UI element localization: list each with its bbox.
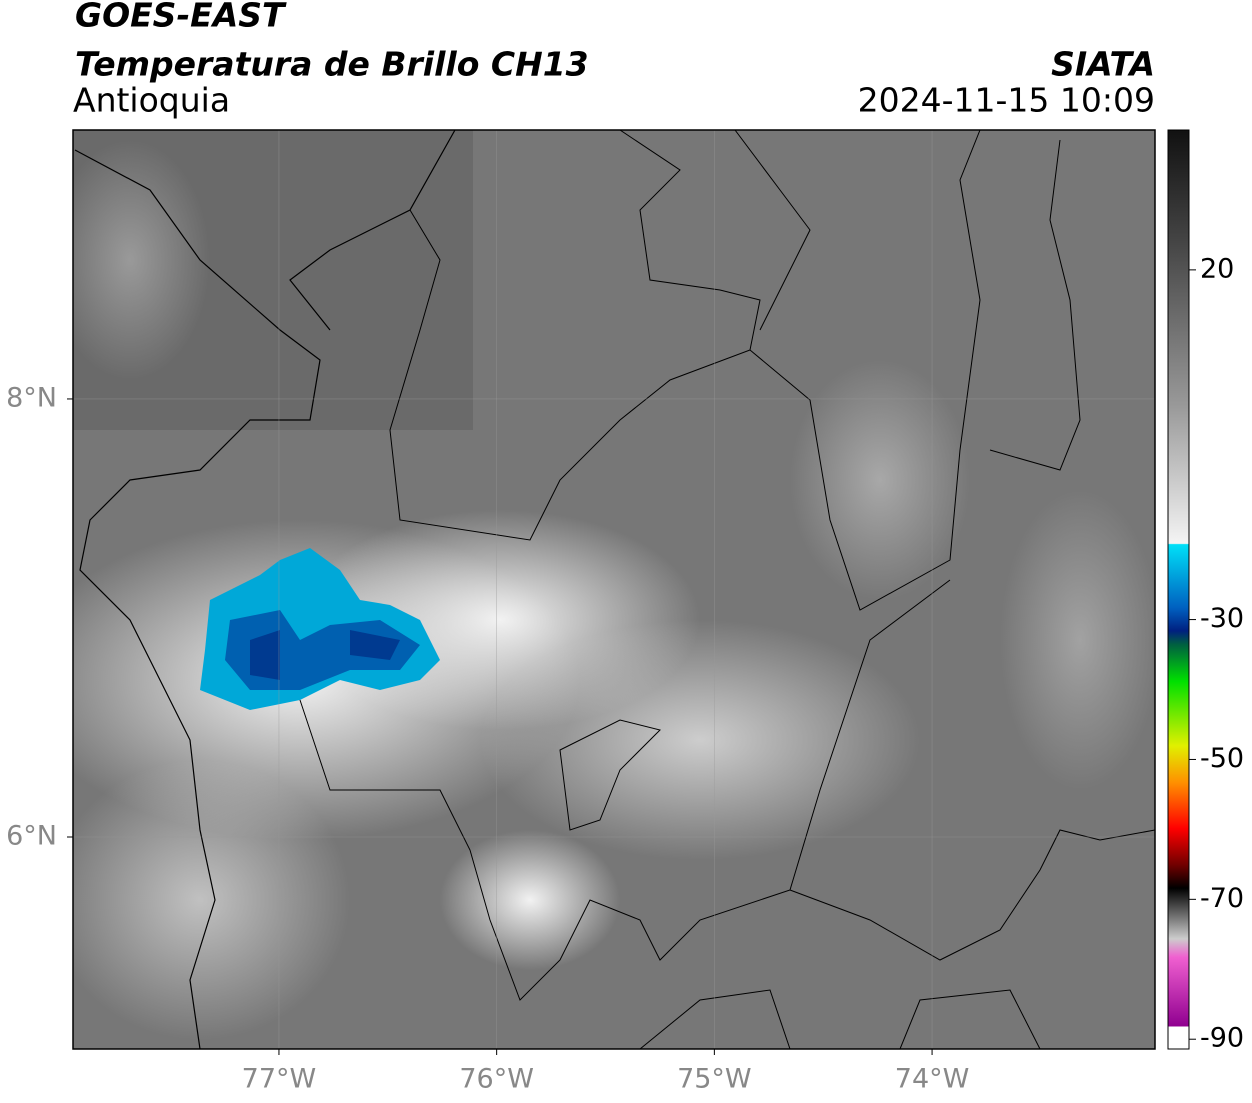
subtitle: Temperatura de Brillo CH13 [75,45,589,84]
satellite-image [73,130,1155,1049]
colorbar-tick-label: 20 [1200,253,1234,284]
x-tick-label: 76°W [459,1064,534,1095]
colorbar [1167,129,1190,1050]
region: Antioquia [73,81,230,120]
x-tick-label: 74°W [895,1064,970,1095]
map-frame [72,129,1156,1050]
colorbar-tick-label: -30 [1200,603,1244,634]
graticule [73,130,1155,1049]
source: SIATA [1051,45,1155,84]
colorbar-tick-label: -90 [1200,1023,1244,1054]
y-tick-label: 6°N [6,820,57,851]
title: GOES-EAST [75,0,287,35]
y-tick-label: 8°N [6,382,57,413]
colorbar-tick-label: -70 [1200,883,1244,914]
x-tick-label: 77°W [242,1064,317,1095]
colorbar-tick-label: -50 [1200,743,1244,774]
datetime: 2024-11-15 10:09 [858,81,1155,120]
x-tick-label: 75°W [677,1064,752,1095]
